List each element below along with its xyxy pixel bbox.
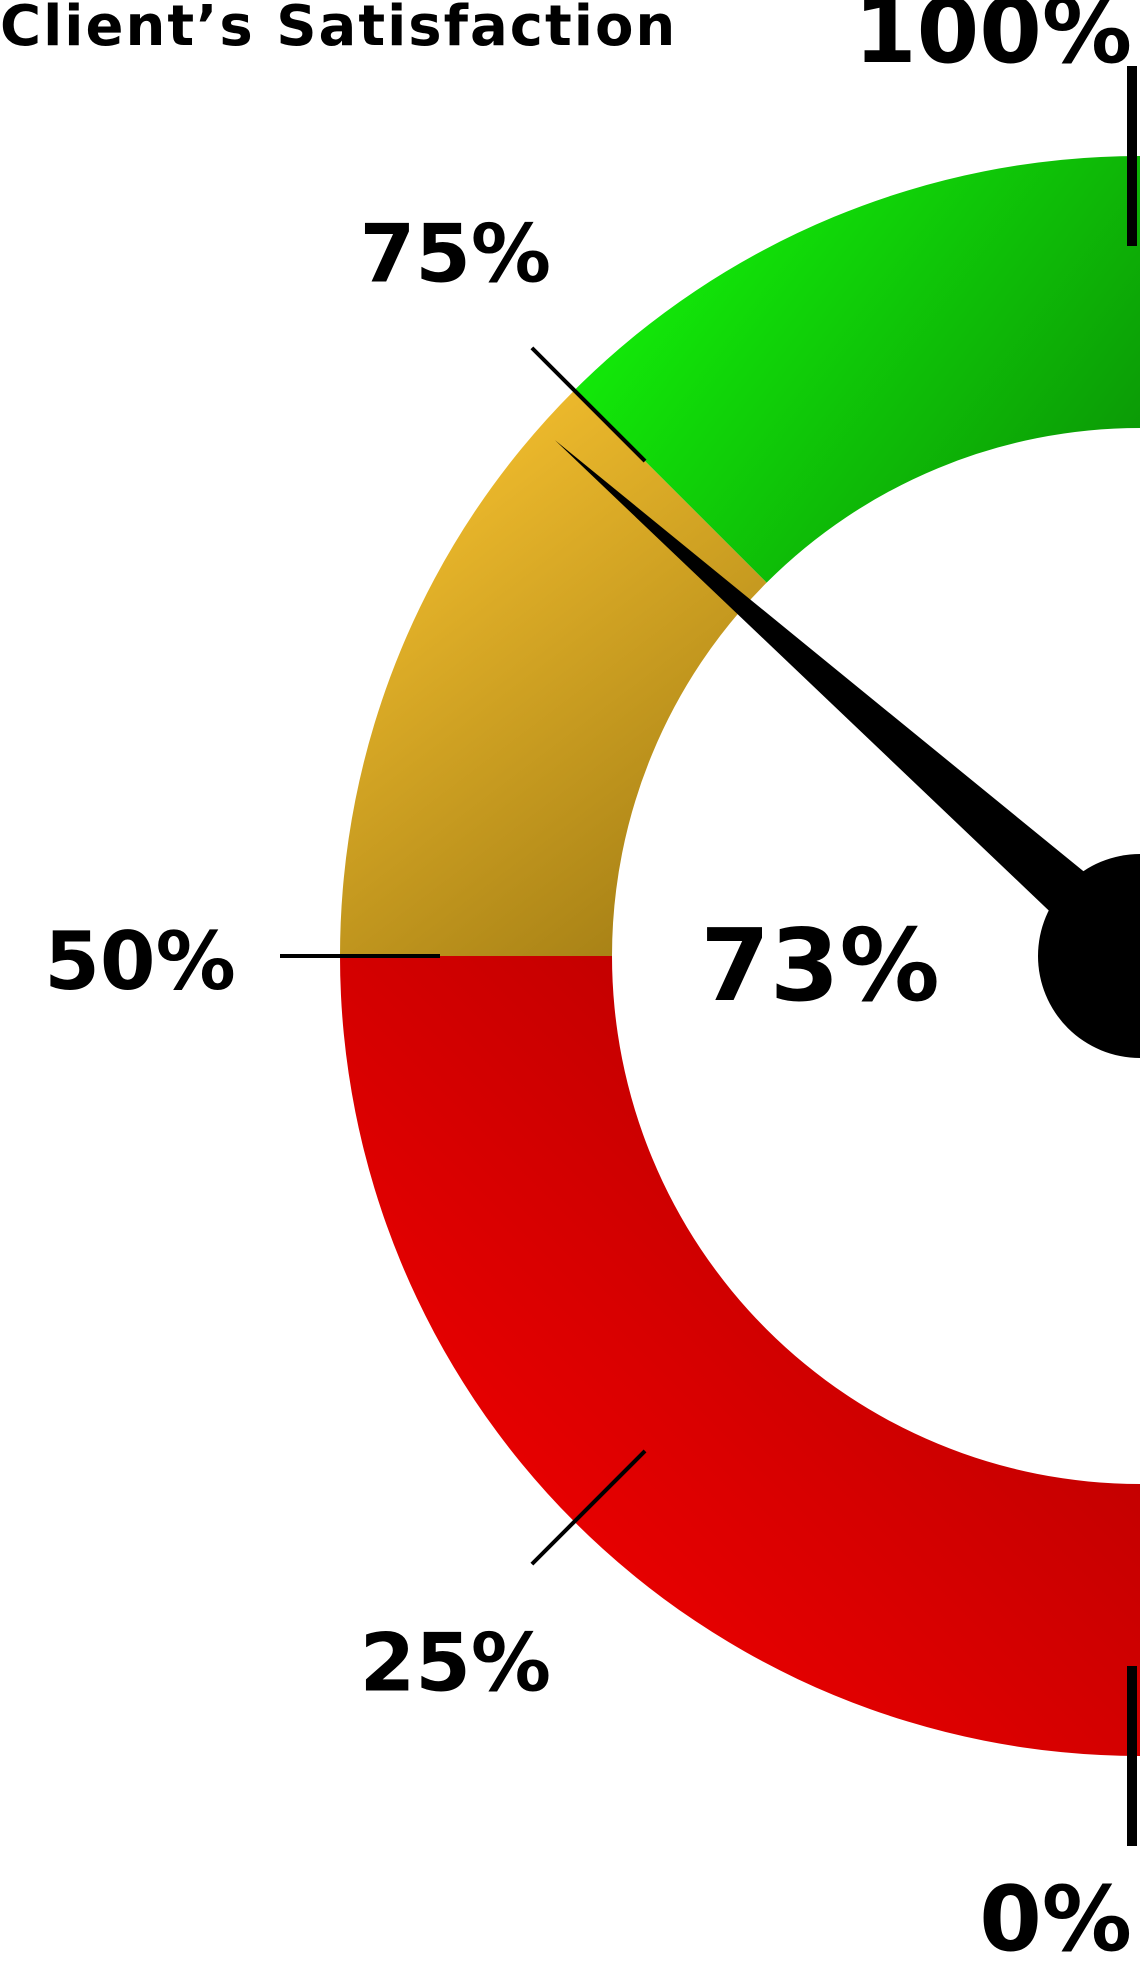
- tick-label-100: 100%: [854, 0, 1132, 84]
- chart-title: Client’s Satisfaction: [0, 0, 678, 59]
- gauge-band-75-100: [574, 156, 1140, 583]
- gauge-needle: [554, 440, 1140, 1058]
- tick-label-50: 50%: [44, 915, 235, 1008]
- tick-mark-25: [530, 1449, 647, 1566]
- gauge-ticks: 0% 25% 50% 75% 100%: [44, 0, 1137, 1972]
- tick-label-75: 75%: [360, 207, 551, 300]
- needle-hub: [1038, 854, 1140, 1058]
- tick-label-25: 25%: [360, 1617, 551, 1710]
- gauge-value-label: 73%: [700, 907, 939, 1024]
- tick-label-0: 0%: [979, 1867, 1132, 1972]
- gauge-band-0-50: [340, 956, 1140, 1756]
- needle-pointer: [554, 440, 1140, 979]
- tick-mark-75: [530, 346, 647, 463]
